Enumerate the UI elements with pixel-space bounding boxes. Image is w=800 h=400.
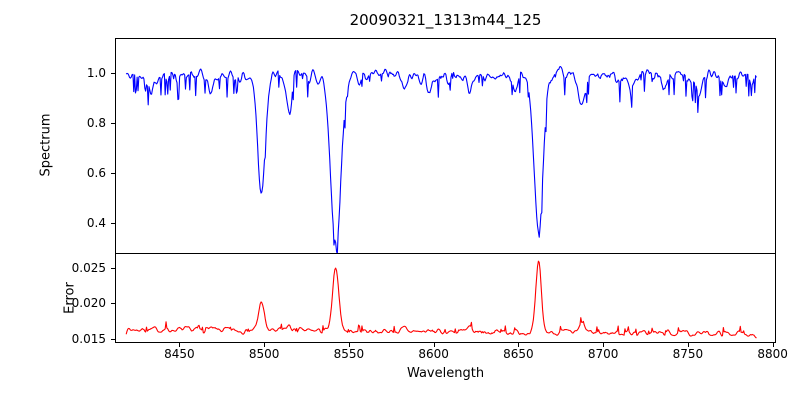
- y-tick-mark: [111, 268, 115, 269]
- x-tick-label: 8450: [164, 347, 195, 361]
- x-tick-label: 8750: [672, 347, 704, 361]
- x-tick-label: 8800: [757, 347, 788, 361]
- y-tick-label: 0.6: [86, 166, 106, 180]
- x-tick-label: 8600: [418, 347, 449, 361]
- error-line: [125, 260, 757, 339]
- x-tick-mark: [349, 343, 350, 347]
- x-tick-label: 8650: [503, 347, 534, 361]
- x-axis-label: Wavelength: [406, 366, 485, 381]
- y-tick-label: 0.020: [71, 296, 106, 311]
- x-tick-mark: [434, 343, 435, 347]
- y-tick-label: 0.015: [71, 331, 106, 346]
- spectrum-plot-canvas: [125, 66, 757, 253]
- y-tick-label: 1.0: [86, 66, 106, 80]
- error-axes: [115, 253, 776, 343]
- x-tick-mark: [603, 343, 604, 347]
- y-tick-mark: [111, 73, 115, 74]
- x-tick-mark: [688, 343, 689, 347]
- y-tick-label: 0.025: [71, 260, 106, 275]
- y-tick-mark: [111, 173, 115, 174]
- x-tick-label: 8700: [587, 347, 619, 361]
- spectrum-axes: [115, 38, 776, 253]
- x-tick-mark: [264, 343, 265, 347]
- y-tick-mark: [111, 223, 115, 224]
- x-tick-mark: [518, 343, 519, 347]
- y-tick-mark: [111, 339, 115, 340]
- y-tick-label: 0.8: [86, 116, 106, 130]
- x-tick-label: 8550: [333, 347, 365, 361]
- spectrum-line: [125, 66, 757, 253]
- x-tick-label: 8500: [248, 347, 280, 361]
- x-tick-mark: [179, 343, 180, 347]
- error-plot-canvas: [125, 260, 757, 339]
- chart-title: 20090321_1313m44_125: [349, 11, 542, 29]
- y-tick-mark: [111, 303, 115, 304]
- x-tick-mark: [773, 343, 774, 347]
- y-tick-mark: [111, 123, 115, 124]
- y-tick-label: 0.4: [86, 216, 106, 230]
